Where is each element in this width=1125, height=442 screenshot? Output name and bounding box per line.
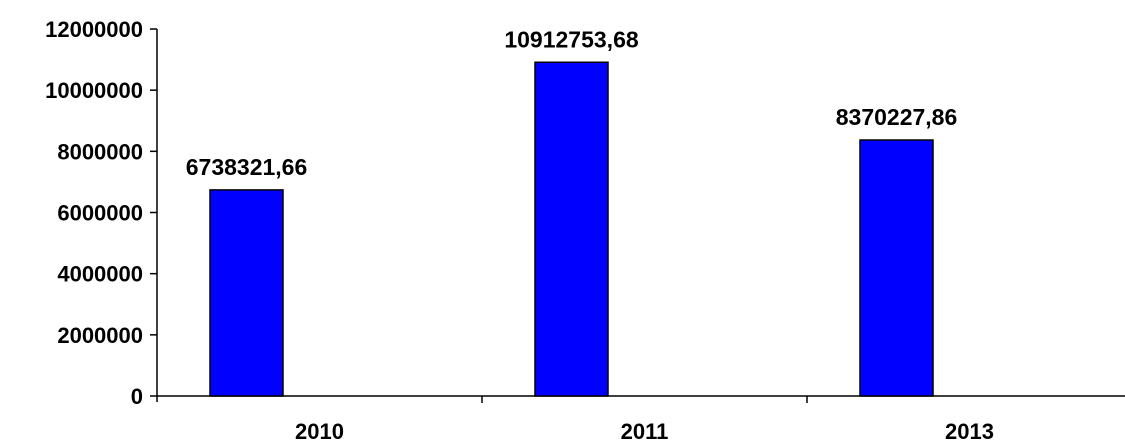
data-labels: 6738321,66 10912753,68 8370227,86 xyxy=(186,26,958,180)
x-category-label: 2011 xyxy=(621,419,669,442)
y-tick-label: 6000000 xyxy=(57,201,143,226)
y-tick-label: 0 xyxy=(131,384,143,409)
x-category-label: 2013 xyxy=(945,419,994,442)
x-category-label: 2010 xyxy=(295,419,344,442)
y-axis: 0 2000000 4000000 6000000 8000000 10000000 120… xyxy=(45,17,158,409)
bar xyxy=(209,189,284,397)
y-tick-label: 4000000 xyxy=(57,262,143,287)
y-tick-label: 8000000 xyxy=(57,139,143,164)
data-label: 6738321,66 xyxy=(186,154,308,180)
y-tick-label: 10000000 xyxy=(45,78,143,103)
data-label: 8370227,86 xyxy=(836,104,958,130)
bar xyxy=(534,61,609,397)
bar xyxy=(859,139,934,397)
y-tick-label: 2000000 xyxy=(57,323,143,348)
x-axis: 2010 2011 2013 xyxy=(157,395,1125,442)
y-tick-label: 12000000 xyxy=(45,17,143,42)
data-label: 10912753,68 xyxy=(504,26,639,52)
bars xyxy=(209,61,934,397)
